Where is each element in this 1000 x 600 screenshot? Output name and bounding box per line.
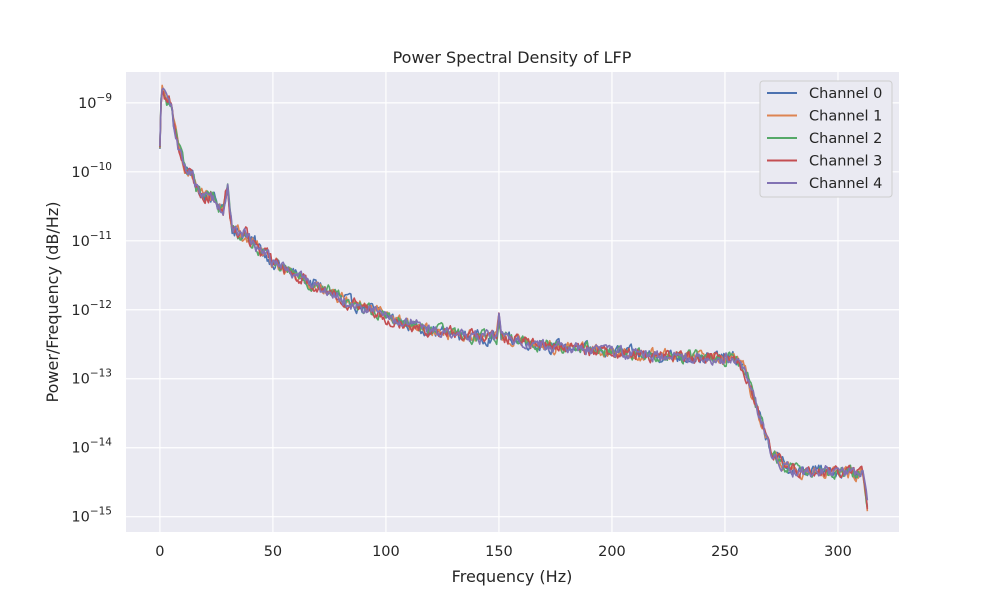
legend-label: Channel 0	[809, 86, 882, 102]
legend-label: Channel 3	[809, 154, 882, 170]
legend-label: Channel 1	[809, 109, 882, 125]
x-tick-label: 100	[372, 544, 400, 560]
legend: Channel 0 Channel 1 Channel 2 Channel 3 Chan…	[759, 80, 893, 198]
x-axis-ticks: 0 50 100 150 200 250 300	[155, 544, 852, 560]
y-tick-label: 10−10	[71, 161, 112, 181]
y-tick-label: 10−12	[71, 299, 112, 319]
x-tick-label: 0	[155, 544, 164, 560]
y-tick-label: 10−14	[71, 437, 112, 457]
x-tick-label: 250	[711, 544, 739, 560]
y-tick-label: 10−13	[71, 368, 112, 388]
x-tick-label: 300	[824, 544, 852, 560]
y-axis-ticks: 10−9 10−10 10−11 10−12 10−13 10−14 10−15	[71, 92, 112, 526]
series-line-channel-4	[159, 87, 869, 501]
x-axis-label: Frequency (Hz)	[452, 567, 573, 586]
legend-box	[759, 80, 893, 198]
x-tick-label: 200	[598, 544, 626, 560]
x-tick-label: 50	[264, 544, 282, 560]
y-tick-label: 10−9	[78, 92, 112, 112]
series-lines	[159, 84, 869, 512]
y-tick-label: 10−11	[71, 230, 112, 250]
y-tick-label: 10−15	[71, 506, 112, 526]
chart-title: Power Spectral Density of LFP	[393, 48, 632, 67]
legend-label: Channel 4	[809, 176, 882, 192]
legend-label: Channel 2	[809, 131, 882, 147]
x-tick-label: 150	[485, 544, 513, 560]
y-axis-label: Power/Frequency (dB/Hz)	[43, 202, 62, 403]
